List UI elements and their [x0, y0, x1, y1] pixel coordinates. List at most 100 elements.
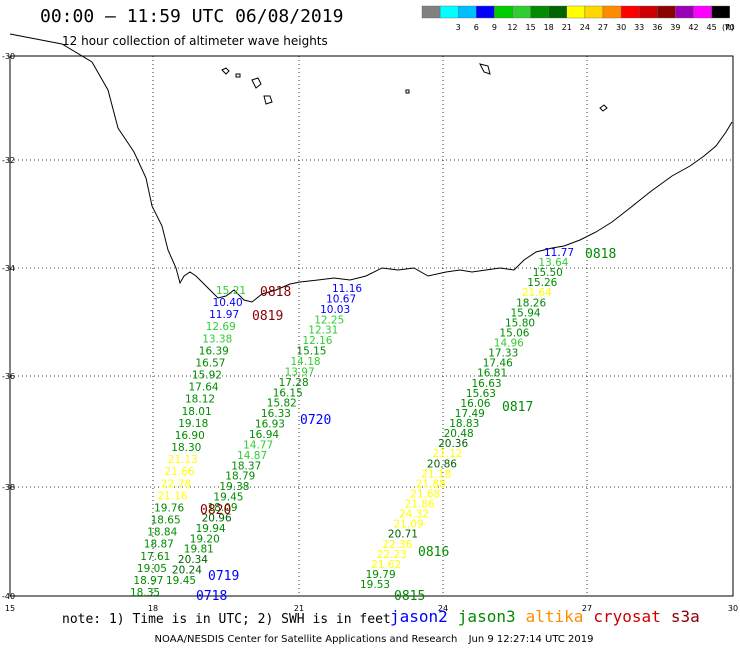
wave-height-label: 22.23: [377, 549, 407, 561]
wave-height-label: 19.45: [166, 575, 196, 587]
wave-height-label: 14.96: [494, 338, 524, 350]
lon-label: 24: [438, 604, 448, 613]
wave-height-label: 16.93: [255, 419, 285, 431]
legend-tick-label: 42: [688, 23, 698, 32]
legend-swatch: [548, 5, 568, 19]
legend-tick-label: 45: [707, 23, 717, 32]
legend-tick-label: 70: [725, 23, 735, 32]
wave-height-label: 21.64: [522, 287, 552, 299]
legend-tick-label: 27: [598, 23, 608, 32]
legend-swatch: [584, 5, 604, 19]
pass-time-label: 0815: [394, 589, 425, 604]
wave-height-label: 13.38: [202, 333, 232, 345]
pass-time-label: 0819: [252, 309, 283, 324]
wave-height-label: 14.87: [237, 450, 267, 462]
wave-height-label: 19.53: [360, 579, 390, 591]
legend-tick-label: 24: [580, 23, 590, 32]
wave-height-label: 15.92: [192, 370, 222, 382]
legend-swatch: [512, 5, 531, 19]
legend-tick-label: 3: [456, 23, 461, 32]
wave-height-label: 17.61: [140, 551, 170, 563]
lon-label: 27: [582, 604, 592, 613]
wave-height-label: 16.57: [195, 358, 225, 370]
pass-time-label: 0718: [196, 589, 227, 604]
note-text: note: 1) Time is in UTC; 2) SWH is in fe…: [62, 612, 391, 627]
wave-height-label: 10.40: [213, 297, 243, 309]
lat-lon-grid: -30 -32 -34 -36 -38 -40 15 18 21 24 27 30: [2, 52, 738, 613]
legend-swatch: [566, 5, 586, 19]
wave-height-label: 16.06: [460, 398, 490, 410]
wave-height-label: 20.71: [388, 529, 418, 541]
wave-height-label: 18.12: [185, 394, 215, 406]
wave-height-label: 10.67: [326, 293, 356, 305]
satellite-name-altika: altika: [525, 607, 584, 626]
satellite-name-cryosat: cryosat: [593, 607, 661, 626]
wave-height-label: 15.21: [216, 285, 246, 297]
wave-height-label: 20.96: [202, 512, 232, 524]
satellite-name-s3a: s3a: [670, 607, 700, 626]
pass-time-label: 0720: [300, 413, 331, 428]
wave-height-label: 21.13: [168, 454, 198, 466]
legend-tick-label: 39: [670, 23, 680, 32]
wave-height-label: 19.81: [184, 544, 214, 556]
legend-tick-label: 30: [616, 23, 626, 32]
wave-height-label: 12.25: [314, 314, 344, 326]
lat-label: -40: [2, 592, 15, 601]
map-subtitle: 12 hour collection of altimeter wave hei…: [62, 34, 328, 48]
lat-label: -36: [2, 372, 15, 381]
legend-swatch: [639, 5, 658, 19]
pass-labels: 0818 0817 0816 0815 0720 0719 0718 0818 0819 0820: [196, 247, 616, 604]
legend-tick-label: 18: [544, 23, 554, 32]
wave-height-label: 18.30: [171, 442, 201, 454]
wave-height-label: 17.28: [279, 377, 309, 389]
wave-height-label: 11.97: [209, 309, 239, 321]
pass-time-label: 0816: [418, 545, 449, 560]
legend-unit: (ft): [722, 23, 734, 32]
legend-swatch: [494, 5, 513, 19]
wave-height-label: 14.77: [243, 439, 273, 451]
wave-height-label: 13.64: [538, 257, 568, 269]
lat-label: -32: [2, 156, 15, 165]
lon-label: 15: [5, 604, 15, 613]
wave-height-label: 20.36: [438, 438, 468, 450]
legend-swatch: [476, 5, 495, 19]
wave-height-label: 16.90: [175, 430, 205, 442]
lat-label: -30: [2, 52, 15, 61]
legend-tick-label: 21: [562, 23, 572, 32]
wave-height-label: 20.24: [172, 565, 202, 577]
wave-height-label: 15.26: [527, 277, 557, 289]
wave-height-label: 24.32: [399, 509, 429, 521]
wave-height-label: 22.36: [382, 539, 412, 551]
legend-swatch: [657, 5, 676, 19]
legend-swatch: [602, 5, 622, 19]
lon-label: 21: [294, 604, 304, 613]
wave-height-label: 21.12: [433, 448, 463, 460]
wave-height-label: 21.09: [394, 519, 424, 531]
wave-height-label: 18.83: [449, 418, 479, 430]
wave-height-label: 21.66: [164, 466, 194, 478]
map-title: 00:00 — 11:59 UTC 06/08/2019: [40, 6, 344, 27]
wave-height-label: 12.31: [308, 325, 338, 337]
wave-height-label: 18.26: [516, 297, 546, 309]
wave-height-label: 18.35: [130, 587, 160, 599]
lon-label: 30: [728, 604, 738, 613]
wave-height-label: 21.68: [410, 489, 440, 501]
wave-height-label: 19.94: [196, 523, 226, 535]
wave-height-label: 16.94: [249, 429, 279, 441]
wave-height-label: 10.03: [320, 304, 350, 316]
wave-height-label: 18.09: [208, 502, 238, 514]
wave-height-label: 20.48: [444, 428, 474, 440]
wave-height-label: 15.82: [267, 398, 297, 410]
wave-height-label: 16.63: [472, 378, 502, 390]
footer-credit: NOAA/NESDIS Center for Satellite Applica…: [154, 634, 458, 645]
wave-height-label: 19.76: [154, 502, 184, 514]
wave-height-label: 18.84: [147, 527, 177, 539]
pass-time-label: 0719: [208, 569, 239, 584]
pass-time-label: 0818: [585, 247, 616, 262]
wave-height-label: 19.45: [213, 492, 243, 504]
wave-height-label: 22.78: [161, 478, 191, 490]
legend-swatch: [620, 5, 640, 19]
wave-height-label: 16.81: [477, 368, 507, 380]
legend-swatch: [458, 5, 477, 19]
